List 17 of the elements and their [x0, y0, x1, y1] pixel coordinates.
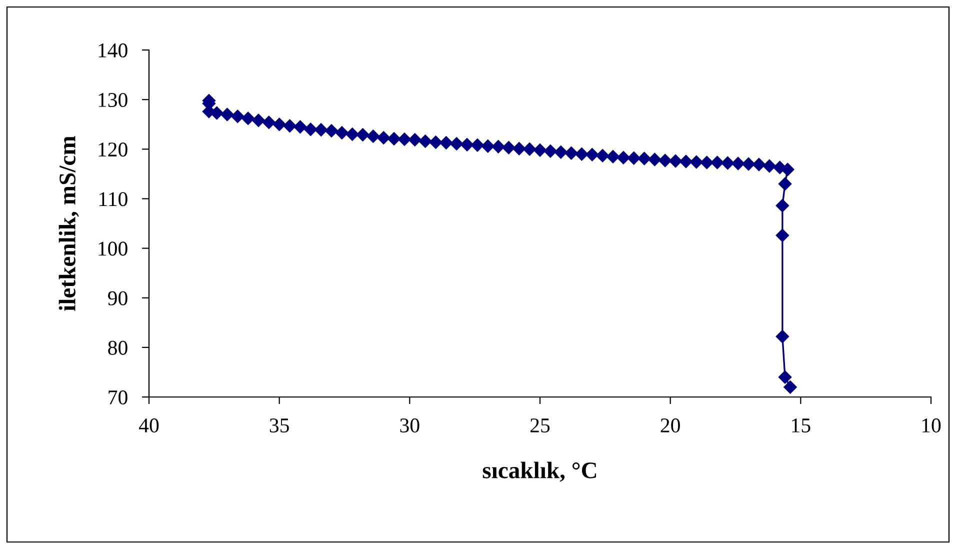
y-tick-label: 110	[100, 192, 128, 206]
y-tick-label: 120	[98, 142, 128, 157]
y-tick-label: 100	[98, 242, 128, 256]
y-tick-label: 90	[108, 291, 128, 306]
x-tick-label: 20	[660, 418, 680, 432]
x-tick-label: 15	[792, 418, 810, 432]
y-tick-label: 80	[108, 340, 128, 355]
x-tick-label: 35	[270, 418, 289, 432]
y-axis-title: iletkenlik, mS/cm	[58, 136, 79, 311]
x-tick-label: 30	[400, 418, 420, 432]
x-tick-label: 10	[922, 418, 941, 432]
y-tick-label: 70	[108, 390, 128, 404]
x-tick-label: 25	[530, 418, 550, 432]
x-axis-title: sıcaklık, °C	[482, 462, 596, 482]
y-tick-label: 140	[98, 43, 128, 58]
y-tick-label: 130	[98, 92, 128, 108]
x-tick-label: 40	[138, 418, 159, 432]
